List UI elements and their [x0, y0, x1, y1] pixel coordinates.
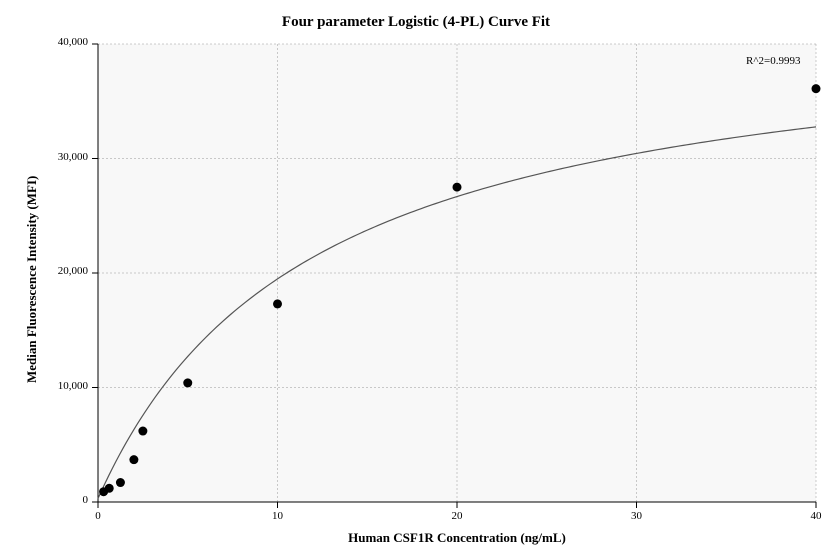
y-axis-label: Median Fluorescence Intensity (MFI): [24, 176, 40, 383]
y-tick-label: 30,000: [58, 151, 88, 163]
r-squared-annotation: R^2=0.9993: [746, 55, 800, 67]
x-tick-label: 40: [811, 510, 822, 522]
x-tick-label: 10: [272, 510, 283, 522]
x-tick-label: 20: [452, 510, 463, 522]
chart-svg: [0, 0, 832, 560]
y-tick-label: 0: [83, 494, 89, 506]
y-tick-label: 40,000: [58, 36, 88, 48]
y-tick-label: 10,000: [58, 380, 88, 392]
x-tick-label: 0: [95, 510, 101, 522]
x-tick-label: 30: [631, 510, 642, 522]
y-tick-label: 20,000: [58, 265, 88, 277]
x-axis-label: Human CSF1R Concentration (ng/mL): [98, 530, 816, 546]
chart-container: Four parameter Logistic (4-PL) Curve Fit…: [0, 0, 832, 560]
